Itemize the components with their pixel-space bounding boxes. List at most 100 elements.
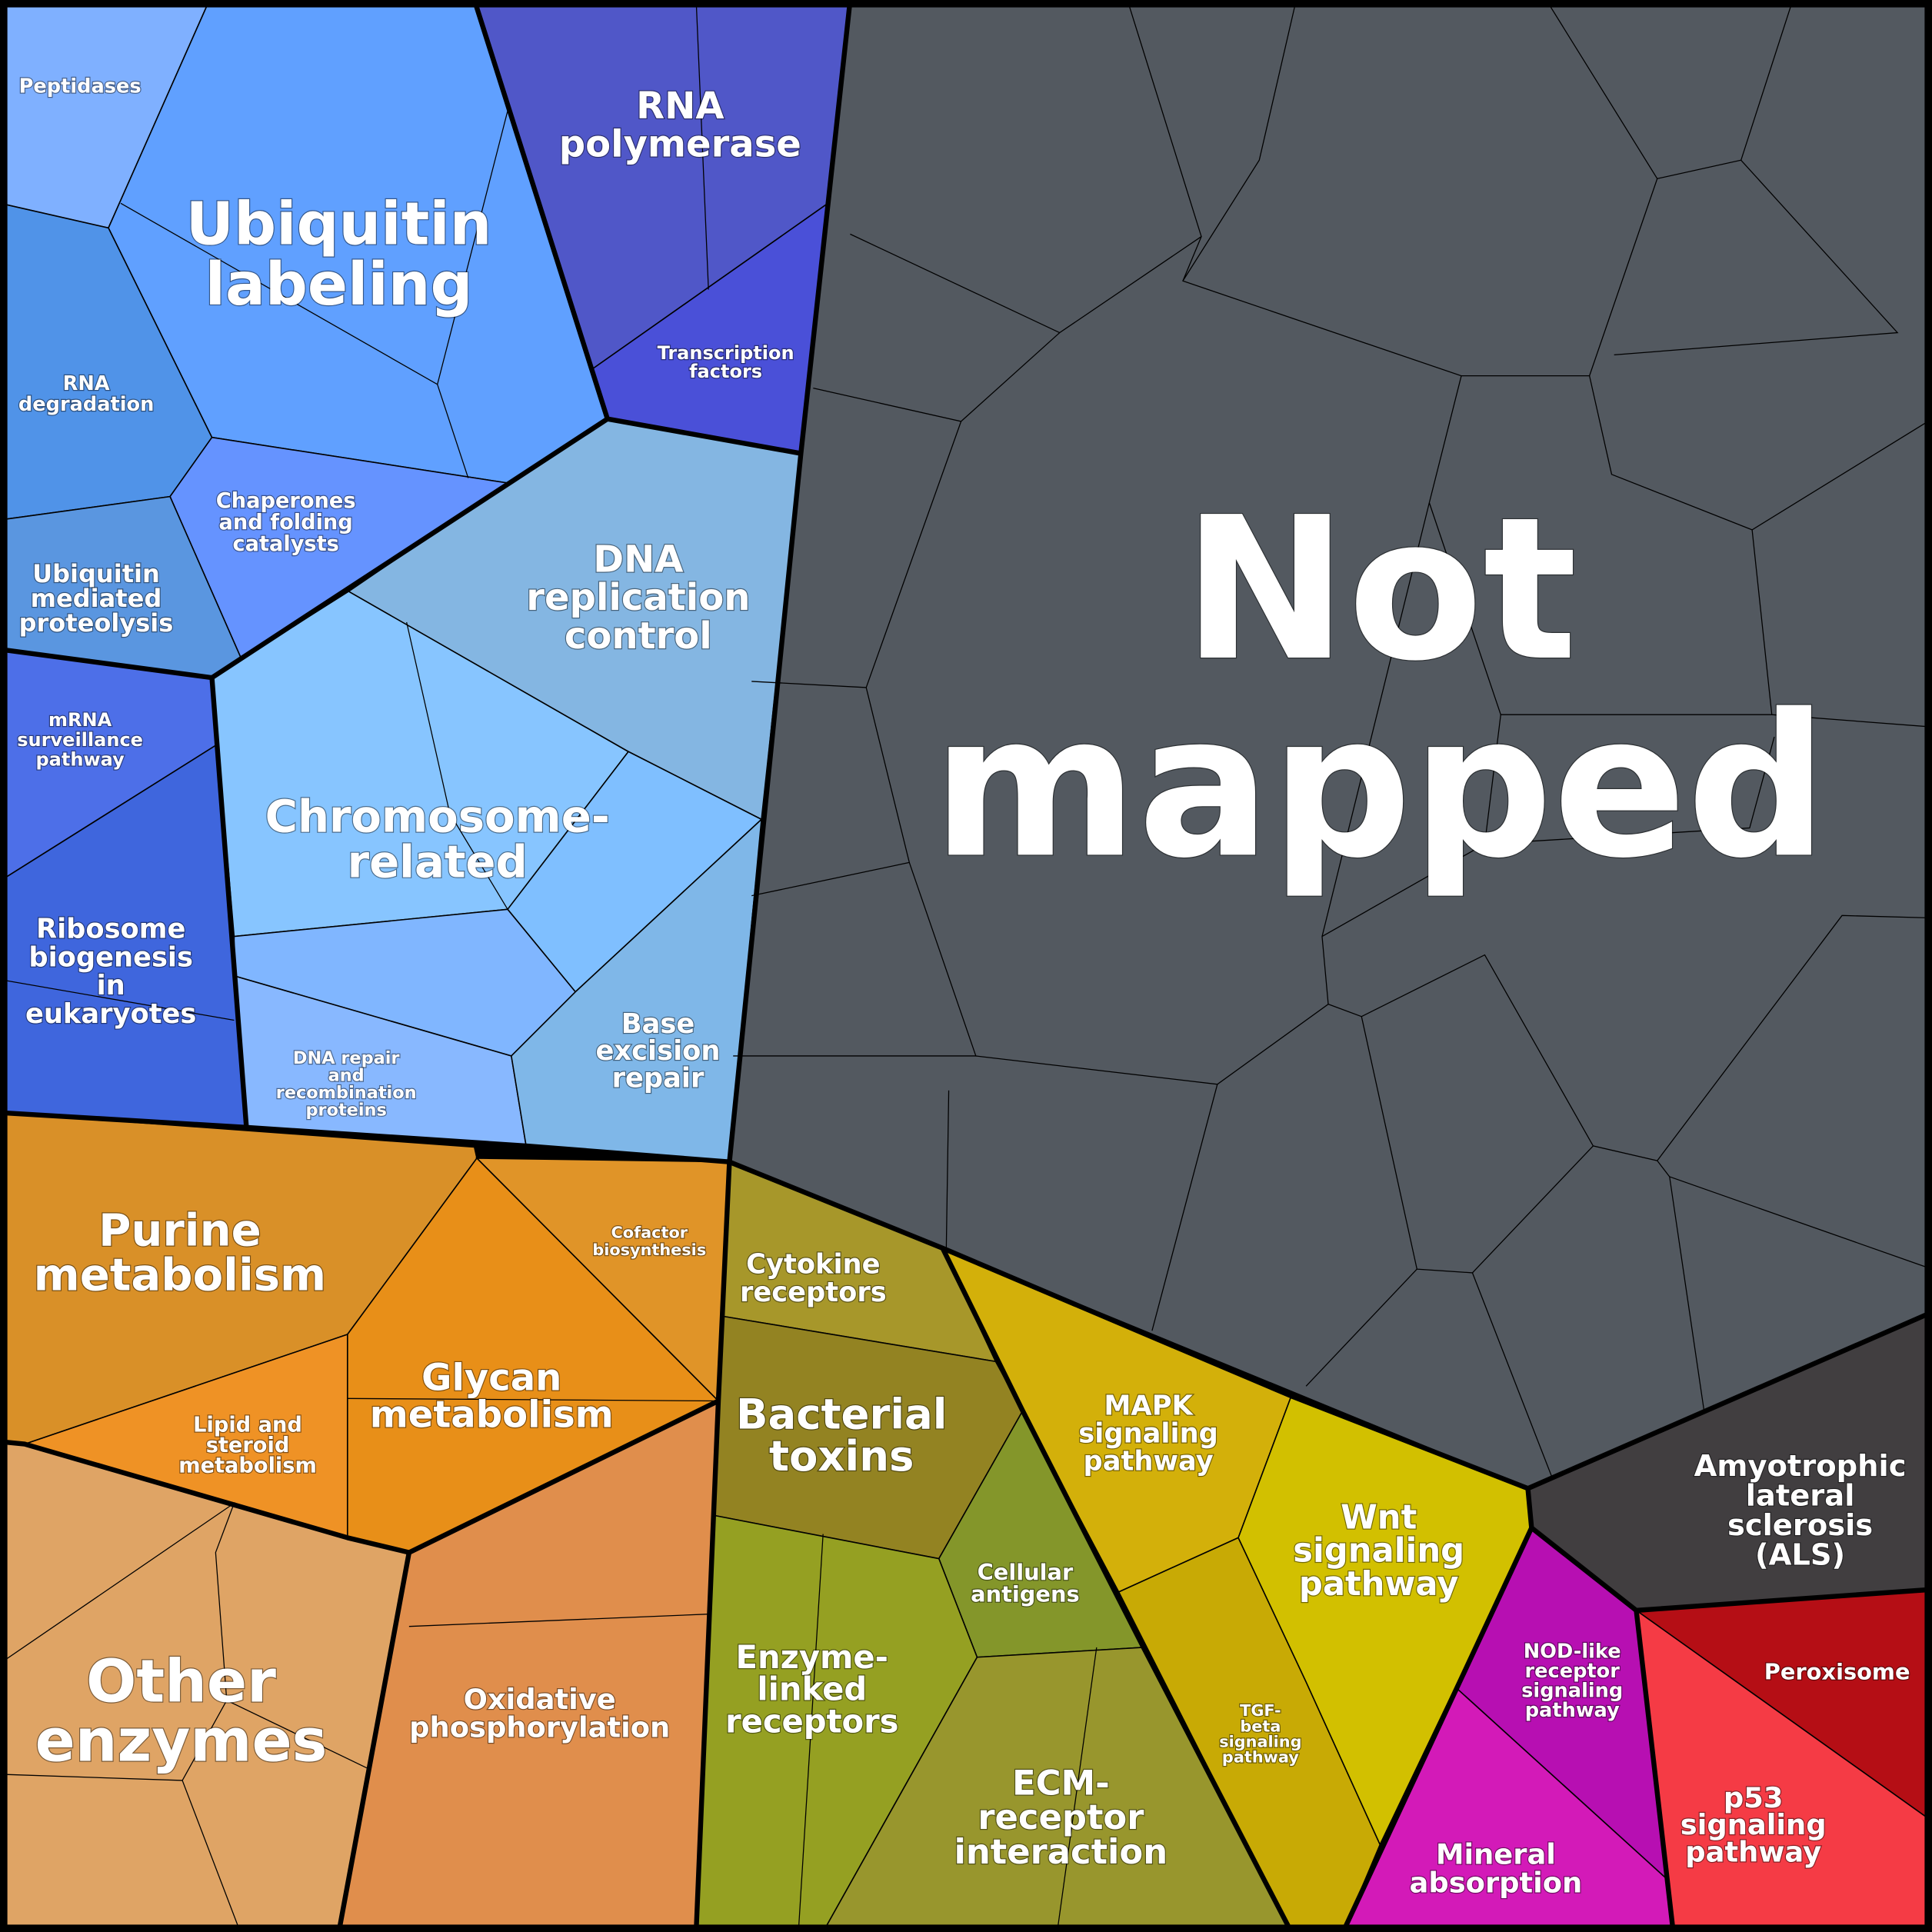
label-line: surveillance xyxy=(17,729,143,751)
sub-line xyxy=(1589,375,1932,531)
label-line: receptors xyxy=(740,1277,887,1308)
label-line: ECM- xyxy=(1012,1762,1110,1803)
label-line: DNA xyxy=(593,538,683,581)
cell-label: Peroxisome xyxy=(1764,1659,1910,1685)
label-line: Base xyxy=(621,1008,695,1040)
label-line: Purine xyxy=(98,1204,261,1256)
label-line: Chaperones xyxy=(216,489,356,513)
label-line: proteolysis xyxy=(19,608,174,638)
label-line: pathway xyxy=(35,748,125,770)
group-border xyxy=(0,1439,410,1555)
label-line: MAPK xyxy=(1104,1391,1194,1422)
label-line: Ribosome xyxy=(36,914,185,945)
label-line: excision xyxy=(596,1035,721,1067)
label-line: TGF- xyxy=(1240,1701,1281,1720)
cell-label: Ubiquitin labeling xyxy=(186,190,492,319)
cell-label: DNA replication control xyxy=(526,538,750,658)
label-line: degradation xyxy=(18,393,155,416)
label-line: steroid xyxy=(206,1433,290,1457)
cell-label: ECM-receptor interaction xyxy=(954,1762,1168,1872)
cell-label: Lipid and steroid metabolism xyxy=(178,1413,317,1477)
label-line: biogenesis xyxy=(28,941,193,973)
label-line: Glycan xyxy=(421,1356,561,1399)
label-line: polymerase xyxy=(559,123,801,166)
label-line: biosynthesis xyxy=(592,1241,706,1259)
sub-line xyxy=(1461,0,1658,377)
label-line: signaling xyxy=(1219,1732,1301,1750)
sub-line xyxy=(1151,1084,1218,1331)
cell-label: Cytokine receptors xyxy=(740,1248,887,1308)
label-line: Peroxisome xyxy=(1764,1659,1910,1685)
sub-line xyxy=(945,1090,950,1248)
sub-line xyxy=(975,236,1462,1085)
label-line: signaling xyxy=(1293,1531,1464,1570)
sub-line xyxy=(1056,1647,1098,1932)
group-border xyxy=(1341,1527,1534,1932)
sub-line xyxy=(437,384,469,478)
label-line: absorption xyxy=(1410,1866,1583,1899)
sub-line xyxy=(0,1774,183,1781)
label-line: pathway xyxy=(1084,1446,1214,1477)
cell-label: DNA repair and recombination proteins xyxy=(276,1048,417,1120)
label-line: replication xyxy=(526,576,750,619)
label-line: enzymes xyxy=(35,1707,328,1775)
cell-label: mRNA surveillance pathway xyxy=(17,709,143,770)
label-line: eukaryotes xyxy=(25,998,196,1030)
labels: Peptidases Ubiquitin labeling RNA degradatio… xyxy=(16,75,1911,1900)
cell xyxy=(822,1647,1292,1932)
sub-line xyxy=(1428,502,1773,715)
label-line: Enzyme- xyxy=(736,1638,888,1676)
label-line: Amyotrophic xyxy=(1694,1449,1907,1484)
cell-label: Enzyme-linked receptors xyxy=(725,1638,898,1740)
group-border xyxy=(0,1110,730,1164)
sub-line xyxy=(0,1501,368,1769)
sub-line xyxy=(798,1534,824,1932)
sub-line xyxy=(1669,1176,1932,1270)
cell-label: Chromosome-related xyxy=(265,790,610,888)
label-line: p53 xyxy=(1724,1780,1784,1814)
label-line: Ubiquitin xyxy=(186,190,492,258)
label-line: Other xyxy=(86,1648,276,1717)
sub-line xyxy=(1305,1268,1417,1387)
cell-label: Peptidases xyxy=(19,75,142,98)
label-line: mapped xyxy=(932,672,1827,901)
label-line: and folding xyxy=(219,511,353,535)
cell-label: Amyotrophic lateral sclerosis (ALS) xyxy=(1694,1449,1907,1572)
label-line: toxins xyxy=(769,1431,914,1481)
label-line: pathway xyxy=(1525,1699,1620,1722)
label-line: recombination xyxy=(276,1083,417,1103)
sub-line xyxy=(406,621,508,910)
sub-line xyxy=(695,0,709,290)
label-line: Oxidative xyxy=(464,1682,616,1715)
cell-label: RNA degradation xyxy=(18,372,155,416)
group-border xyxy=(1634,1610,1676,1932)
label-line: labeling xyxy=(205,251,473,319)
sub-line xyxy=(850,0,1202,334)
sub-line xyxy=(1771,714,1932,728)
cell-label: Not mapped xyxy=(932,475,1827,901)
group-border xyxy=(0,647,212,681)
label-line: signaling xyxy=(1078,1418,1218,1450)
cell-label: Ubiquitin mediated proteolysis xyxy=(19,559,174,638)
label-line: Cytokine xyxy=(746,1248,880,1280)
cell-label: Oxidative phosphorylation xyxy=(409,1682,670,1744)
label-line: in xyxy=(97,970,125,1001)
label-line: beta xyxy=(1240,1717,1281,1735)
label-line: Bacterial xyxy=(736,1389,947,1438)
label-line: control xyxy=(565,615,712,658)
cell-label: MAPK signaling pathway xyxy=(1078,1391,1218,1477)
label-line: related xyxy=(348,835,528,888)
label-line: receptor xyxy=(1524,1660,1620,1683)
label-line: receptor xyxy=(978,1797,1144,1837)
cell-label: Cofactor biosynthesis xyxy=(592,1224,706,1259)
label-line: Mineral xyxy=(1436,1837,1556,1870)
label-line: (ALS) xyxy=(1755,1537,1845,1572)
cell-label: Cellular antigens xyxy=(971,1559,1080,1607)
label-line: Cellular xyxy=(978,1559,1074,1585)
cell-label: Chaperones and folding catalysts xyxy=(216,489,356,556)
label-line: signaling xyxy=(1521,1680,1623,1703)
